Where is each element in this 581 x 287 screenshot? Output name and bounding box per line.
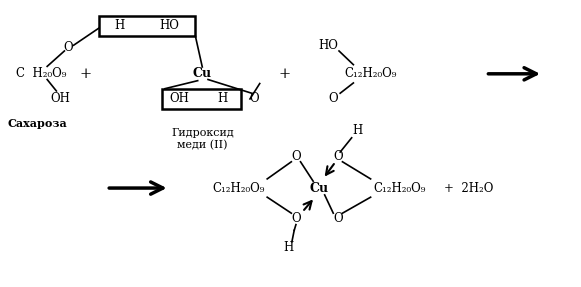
Text: O: O [328, 92, 338, 105]
Text: Cu: Cu [193, 67, 212, 80]
Text: O: O [249, 92, 259, 105]
Text: C₁₂H₂₀O₉: C₁₂H₂₀O₉ [212, 182, 265, 195]
Text: H: H [284, 241, 293, 254]
Text: C  H₂₀O₉: C H₂₀O₉ [16, 67, 66, 80]
Text: меди (II): меди (II) [177, 139, 228, 150]
Text: O: O [63, 41, 73, 54]
Text: H: H [218, 92, 228, 105]
Bar [162, 89, 241, 109]
Text: Гидроксид: Гидроксид [171, 128, 234, 138]
Text: H: H [352, 125, 363, 137]
Text: HO: HO [160, 19, 180, 32]
Text: OH: OH [170, 92, 189, 105]
Text: Cu: Cu [309, 182, 328, 195]
Text: C₁₂H₂₀O₉: C₁₂H₂₀O₉ [373, 182, 425, 195]
Text: O: O [333, 212, 343, 225]
Bar [99, 15, 195, 36]
Text: O: O [291, 150, 301, 162]
Text: Сахароза: Сахароза [8, 118, 67, 129]
Text: +: + [278, 67, 290, 81]
Text: +: + [79, 67, 91, 81]
Text: O: O [333, 150, 343, 162]
Text: O: O [291, 212, 301, 225]
Text: C₁₂H₂₀O₉: C₁₂H₂₀O₉ [345, 67, 397, 80]
Text: OH: OH [51, 92, 70, 105]
Text: H: H [114, 19, 125, 32]
Text: HO: HO [319, 39, 339, 52]
Text: +  2H₂O: + 2H₂O [443, 182, 493, 195]
